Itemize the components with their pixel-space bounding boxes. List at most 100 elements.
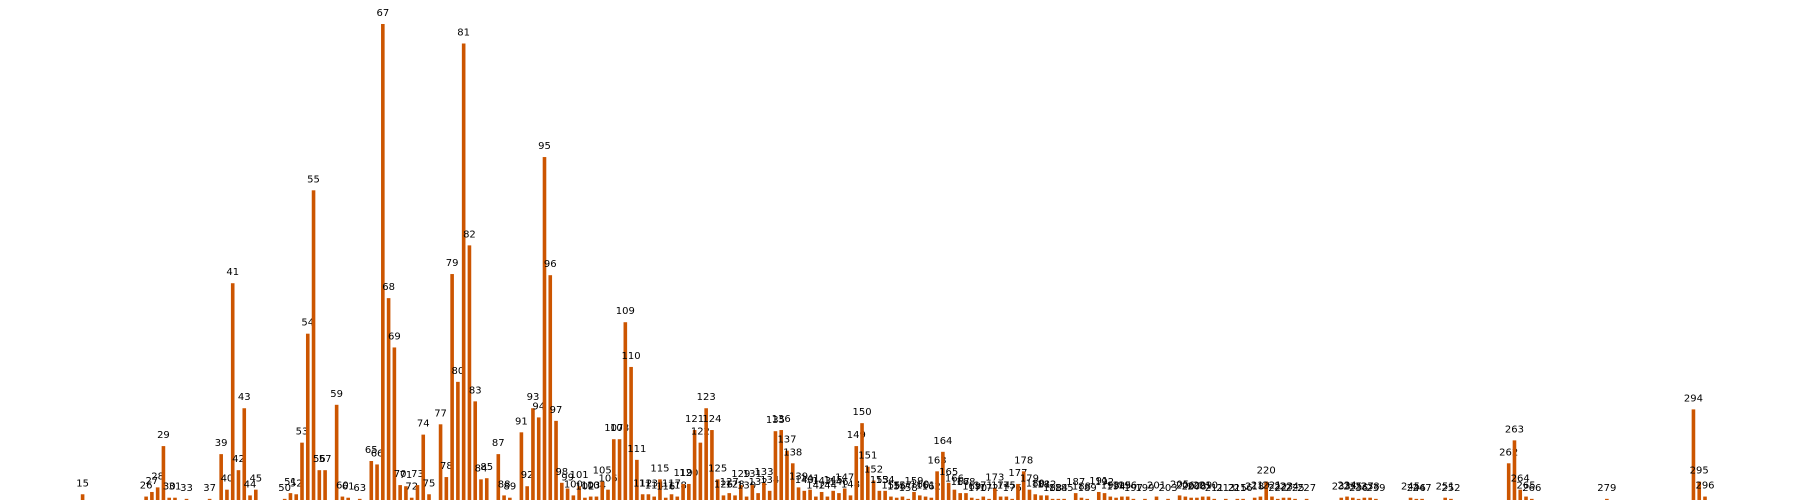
bar: [375, 464, 379, 500]
bar-label: 143: [812, 476, 831, 487]
bar: [773, 431, 778, 500]
bar: [311, 190, 316, 500]
bar: [1166, 498, 1170, 500]
bar-label: 93: [527, 392, 540, 403]
bar: [444, 477, 449, 500]
bar: [1131, 498, 1136, 500]
bar: [508, 497, 512, 500]
bar-label: 127: [720, 477, 739, 488]
bar-label: 265: [1516, 481, 1535, 492]
bar: [1039, 495, 1043, 500]
bar: [409, 497, 414, 500]
bar: [715, 479, 720, 500]
bar: [1443, 497, 1447, 500]
bar-label: 208: [1187, 482, 1206, 493]
bar-label: 109: [616, 306, 635, 317]
bar-label: 169: [962, 482, 981, 493]
bar-label: 26: [140, 481, 153, 492]
bar: [427, 494, 431, 500]
bar-label: 221: [1262, 481, 1281, 492]
bar-label: 80: [452, 366, 465, 377]
bar: [1223, 498, 1228, 500]
bar: [698, 442, 703, 500]
bar-label: 118: [668, 481, 687, 492]
bar: [623, 322, 628, 500]
bar: [941, 451, 945, 500]
bar: [790, 463, 795, 500]
bar-label: 215: [1228, 483, 1247, 494]
bar: [1102, 493, 1107, 500]
bar-label: 91: [515, 416, 528, 427]
bar-label: 220: [1257, 466, 1276, 477]
bar-label: 264: [1511, 474, 1530, 485]
bar: [1449, 498, 1453, 500]
bar-label: 224: [1280, 482, 1299, 493]
bar: [1506, 463, 1511, 500]
bar: [848, 495, 853, 500]
bar-label: 123: [697, 392, 716, 403]
bar: [571, 495, 576, 500]
bar-label: 196: [1118, 481, 1137, 492]
bar: [825, 496, 830, 500]
bar-label: 222: [1268, 483, 1287, 494]
bar: [756, 493, 760, 500]
bar: [981, 496, 986, 500]
bar-label: 99: [561, 473, 574, 484]
bar-label: 176: [1003, 483, 1022, 494]
bar: [629, 366, 633, 500]
bar-label: 138: [783, 447, 802, 458]
bar-label: 56: [313, 454, 326, 465]
bar: [762, 482, 766, 500]
bar: [866, 466, 870, 500]
bar: [542, 157, 547, 500]
bar-label: 237: [1355, 482, 1374, 493]
bar: [738, 485, 743, 500]
bar: [1235, 498, 1240, 500]
bar: [479, 479, 483, 500]
bar: [1056, 498, 1061, 500]
bar-label: 205: [1170, 479, 1189, 490]
bar-label: 168: [956, 477, 975, 488]
bar: [1275, 498, 1280, 500]
bar: [1050, 498, 1055, 500]
bar: [1085, 498, 1090, 500]
bar-label: 263: [1505, 424, 1524, 435]
bar-label: 107: [604, 423, 623, 434]
bar-label: 119: [674, 468, 693, 479]
bar-label: 83: [469, 385, 482, 396]
bar: [357, 498, 362, 500]
bar: [548, 275, 553, 500]
bar: [1281, 497, 1286, 500]
bar: [785, 450, 789, 500]
bar-label: 94: [532, 401, 545, 412]
bar-label: 31: [169, 482, 182, 493]
bar: [1518, 489, 1523, 500]
bar: [935, 471, 939, 500]
bar-label: 262: [1499, 447, 1518, 458]
bar-label: 74: [417, 419, 430, 430]
bar-label: 161: [916, 481, 935, 492]
bar: [1351, 497, 1355, 500]
bar-label: 61: [342, 482, 355, 493]
bar: [1374, 498, 1378, 500]
bar-label: 188: [1072, 482, 1091, 493]
bar-label: 120: [679, 468, 698, 479]
bar-label: 95: [538, 141, 551, 152]
bar-label: 98: [555, 467, 568, 478]
bar: [317, 470, 322, 500]
bar-label: 40: [221, 474, 234, 485]
bar-label: 178: [1014, 455, 1033, 466]
bar-label: 172: [980, 483, 999, 494]
bar: [1356, 498, 1361, 500]
bar-label: 15: [76, 478, 89, 489]
bar-label: 146: [829, 477, 848, 488]
bar: [1073, 493, 1078, 500]
bar: [842, 488, 847, 500]
bar-label: 163: [928, 455, 947, 466]
bar-label: 79: [446, 258, 459, 269]
bar: [929, 497, 934, 500]
bar-label: 45: [249, 474, 262, 485]
bar: [381, 24, 385, 500]
bar: [912, 491, 916, 500]
bar-label: 152: [864, 465, 883, 476]
